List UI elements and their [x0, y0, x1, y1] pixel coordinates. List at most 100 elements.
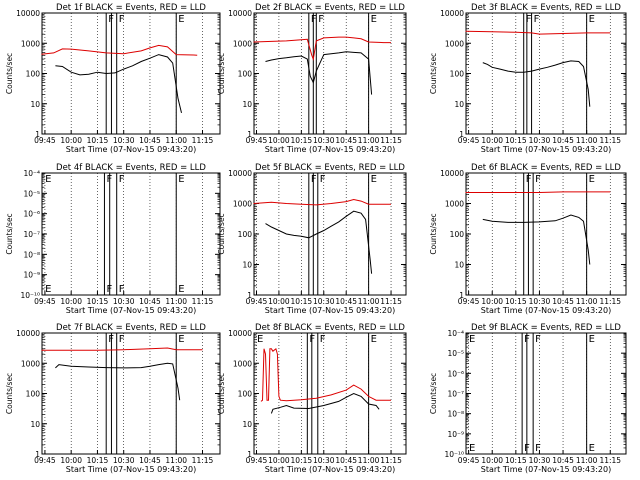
- x-tick-label: 10:45: [139, 136, 161, 145]
- marker-letter: E: [45, 174, 51, 185]
- panel-title: Det 2f BLACK = Events, RED = LLD: [255, 3, 405, 13]
- x-tick-label: 10:45: [139, 456, 161, 465]
- y-tick-label: 10⁻⁸: [447, 410, 464, 419]
- y-tick-label: 10: [30, 420, 40, 429]
- marker-letter: F: [524, 443, 530, 454]
- x-tick-label: 10:45: [552, 136, 574, 145]
- marker-letter: F: [106, 174, 112, 185]
- series-events-line: [482, 214, 591, 265]
- y-axis-label: Counts/sec: [217, 373, 226, 414]
- y-tick-label: 10⁻⁹: [447, 430, 464, 439]
- x-tick-label: 10:00: [268, 297, 290, 306]
- marker-letter: E: [371, 14, 377, 25]
- x-tick-label: 10:15: [505, 456, 527, 465]
- series-events-line: [270, 392, 380, 414]
- x-axis-label: Start Time (07-Nov-15 09:43:20): [265, 465, 395, 474]
- marker-letter: E: [178, 174, 184, 185]
- y-tick-label: 10⁻⁷: [23, 230, 40, 239]
- y-tick-label: 10⁻⁶: [23, 210, 40, 219]
- marker-letter: F: [309, 334, 315, 345]
- marker-letter: F: [106, 284, 112, 295]
- y-tick-label: 1: [459, 291, 464, 300]
- x-tick-label: 09:45: [246, 297, 268, 306]
- marker-letter: E: [469, 334, 475, 345]
- panel-title: Det 6f BLACK = Events, RED = LLD: [471, 163, 621, 173]
- y-tick-label: 10: [242, 100, 252, 109]
- marker-letter: F: [119, 174, 125, 185]
- y-tick-label: 10⁻⁴: [447, 329, 464, 338]
- y-tick-label: 10⁻¹⁰: [20, 291, 40, 300]
- x-tick-label: 10:00: [481, 297, 503, 306]
- x-tick-label: 11:15: [599, 297, 621, 306]
- marker-letter: F: [320, 334, 326, 345]
- marker-letter: E: [371, 174, 377, 185]
- x-tick-label: 11:15: [599, 136, 621, 145]
- y-tick-label: 10000: [228, 329, 252, 338]
- y-tick-label: 1000: [233, 359, 252, 368]
- y-tick-label: 10000: [228, 9, 252, 18]
- marker-letter: F: [526, 174, 532, 185]
- y-tick-label: 100: [238, 390, 253, 399]
- marker-letter: E: [589, 174, 595, 185]
- y-tick-label: 10⁻⁶: [447, 369, 464, 378]
- panel-title: Det 9f BLACK = Events, RED = LLD: [471, 323, 621, 333]
- marker-letter: F: [108, 14, 114, 25]
- marker-letter: F: [318, 14, 324, 25]
- x-tick-label: 09:45: [34, 297, 56, 306]
- marker-letter: E: [178, 334, 184, 345]
- plot-frame: [41, 172, 221, 296]
- y-tick-label: 100: [26, 70, 41, 79]
- y-tick-label: 10⁻⁵: [23, 189, 40, 198]
- x-tick-label: 11:00: [165, 297, 187, 306]
- x-tick-label: 10:15: [87, 456, 109, 465]
- panel-title: Det 8f BLACK = Events, RED = LLD: [255, 323, 405, 333]
- series-lld-line: [41, 347, 203, 351]
- marker-letter: E: [45, 284, 51, 295]
- series-events-line: [482, 60, 591, 107]
- y-tick-label: 10⁻⁸: [23, 250, 40, 259]
- x-axis-label: Start Time (07-Nov-15 09:43:20): [265, 306, 395, 315]
- y-tick-label: 10⁻¹⁰: [444, 450, 464, 459]
- y-axis-label: Counts/sec: [217, 213, 226, 254]
- x-tick-label: 11:00: [576, 456, 598, 465]
- x-tick-label: 10:30: [529, 456, 551, 465]
- y-axis-label: Counts/sec: [5, 53, 14, 94]
- y-tick-label: 1: [459, 130, 464, 139]
- marker-letter: F: [119, 284, 125, 295]
- plot-frame: [253, 172, 407, 296]
- x-tick-label: 09:45: [34, 136, 56, 145]
- x-tick-label: 10:15: [291, 456, 313, 465]
- y-tick-label: 10000: [440, 169, 464, 178]
- marker-letter: F: [526, 14, 532, 25]
- x-tick-label: 10:15: [291, 136, 313, 145]
- y-tick-label: 10⁻⁹: [23, 271, 40, 280]
- x-tick-label: 11:00: [576, 136, 598, 145]
- x-axis-label: Start Time (07-Nov-15 09:43:20): [481, 145, 611, 154]
- x-tick-label: 10:15: [505, 297, 527, 306]
- x-tick-label: 11:15: [192, 456, 214, 465]
- x-tick-label: 10:45: [335, 136, 357, 145]
- x-tick-label: 10:15: [505, 136, 527, 145]
- marker-letter: F: [534, 14, 540, 25]
- marker-letter: E: [178, 14, 184, 25]
- x-tick-label: 10:30: [113, 136, 135, 145]
- x-tick-label: 10:45: [552, 297, 574, 306]
- y-tick-label: 10000: [16, 329, 40, 338]
- x-tick-label: 11:15: [380, 297, 402, 306]
- x-axis-label: Start Time (07-Nov-15 09:43:20): [265, 145, 395, 154]
- y-tick-label: 10000: [228, 169, 252, 178]
- panel-4: Det 4f BLACK = Events, RED = LLD 09:45 10:…: [5, 163, 221, 315]
- panel-title: Det 1f BLACK = Events, RED = LLD: [56, 3, 206, 13]
- y-tick-label: 1000: [445, 200, 464, 209]
- x-tick-label: 11:00: [576, 297, 598, 306]
- series-events-line: [55, 54, 182, 114]
- x-tick-label: 10:00: [268, 136, 290, 145]
- y-tick-label: 100: [26, 390, 41, 399]
- plot-frame: [41, 332, 221, 455]
- panel-1: Det 1f BLACK = Events, RED = LLD 09:45 10:…: [5, 3, 221, 154]
- series-events-line: [55, 362, 181, 401]
